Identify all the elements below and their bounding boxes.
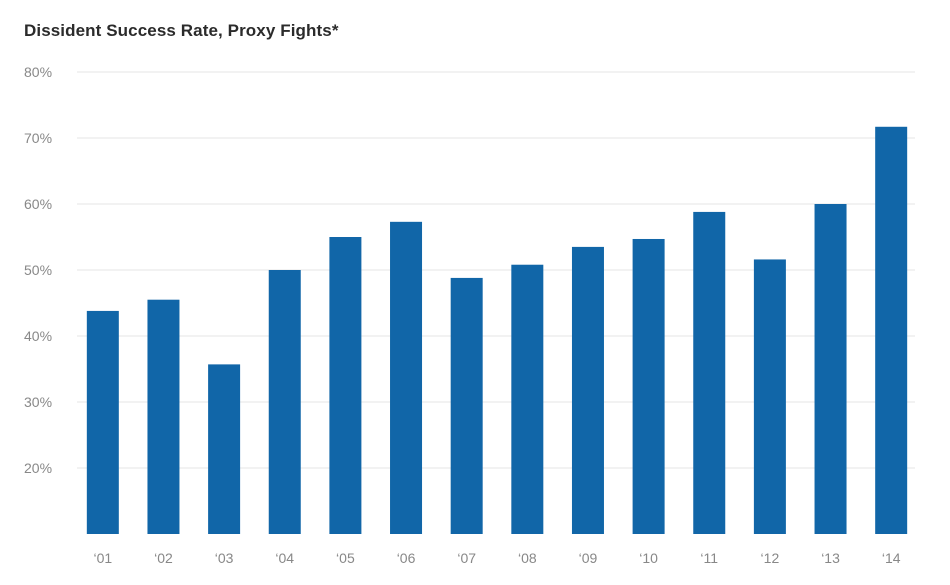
bar-13 bbox=[875, 126, 908, 534]
bars bbox=[86, 126, 908, 535]
x-axis-ticks: ‘01 ‘02 ‘03 ‘04 ‘05 ‘06 ‘07 ‘08 ‘09 ‘10 ‘11 ‘12 ‘13 ‘… bbox=[93, 550, 900, 566]
x-tick-label: ‘14 bbox=[882, 550, 901, 566]
bar-8 bbox=[571, 246, 604, 534]
bar-5 bbox=[390, 221, 423, 534]
y-axis-ticks: 20% 30% 40% 50% 60% 70% 80% bbox=[24, 64, 52, 476]
y-tick-label: 50% bbox=[24, 262, 52, 278]
bar-12 bbox=[814, 204, 847, 534]
x-tick-label: ‘07 bbox=[457, 550, 476, 566]
x-tick-label: ‘09 bbox=[579, 550, 598, 566]
x-tick-label: ‘02 bbox=[154, 550, 173, 566]
x-tick-label: ‘12 bbox=[761, 550, 780, 566]
x-tick-label: ‘08 bbox=[518, 550, 537, 566]
x-tick-label: ‘05 bbox=[336, 550, 355, 566]
y-tick-label: 20% bbox=[24, 460, 52, 476]
x-tick-label: ‘13 bbox=[821, 550, 840, 566]
x-tick-label: ‘03 bbox=[215, 550, 234, 566]
y-tick-label: 70% bbox=[24, 130, 52, 146]
bar-6 bbox=[450, 277, 483, 534]
bar-2 bbox=[208, 364, 241, 534]
y-tick-label: 80% bbox=[24, 64, 52, 80]
y-tick-label: 40% bbox=[24, 328, 52, 344]
chart-title: Dissident Success Rate, Proxy Fights* bbox=[24, 21, 339, 40]
bar-9 bbox=[632, 238, 665, 535]
y-tick-label: 60% bbox=[24, 196, 52, 212]
x-tick-label: ‘06 bbox=[397, 550, 416, 566]
gridlines bbox=[77, 71, 915, 469]
x-tick-label: ‘11 bbox=[700, 550, 718, 566]
bar-0 bbox=[86, 310, 119, 534]
x-tick-label: ‘10 bbox=[639, 550, 658, 566]
bar-10 bbox=[693, 211, 726, 535]
bar-11 bbox=[753, 259, 786, 534]
x-tick-label: ‘04 bbox=[275, 550, 294, 566]
bar-1 bbox=[147, 299, 180, 534]
bar-7 bbox=[511, 264, 544, 534]
y-tick-label: 30% bbox=[24, 394, 52, 410]
x-tick-label: ‘01 bbox=[93, 550, 112, 566]
bar-4 bbox=[329, 237, 362, 534]
bar-3 bbox=[268, 270, 301, 534]
